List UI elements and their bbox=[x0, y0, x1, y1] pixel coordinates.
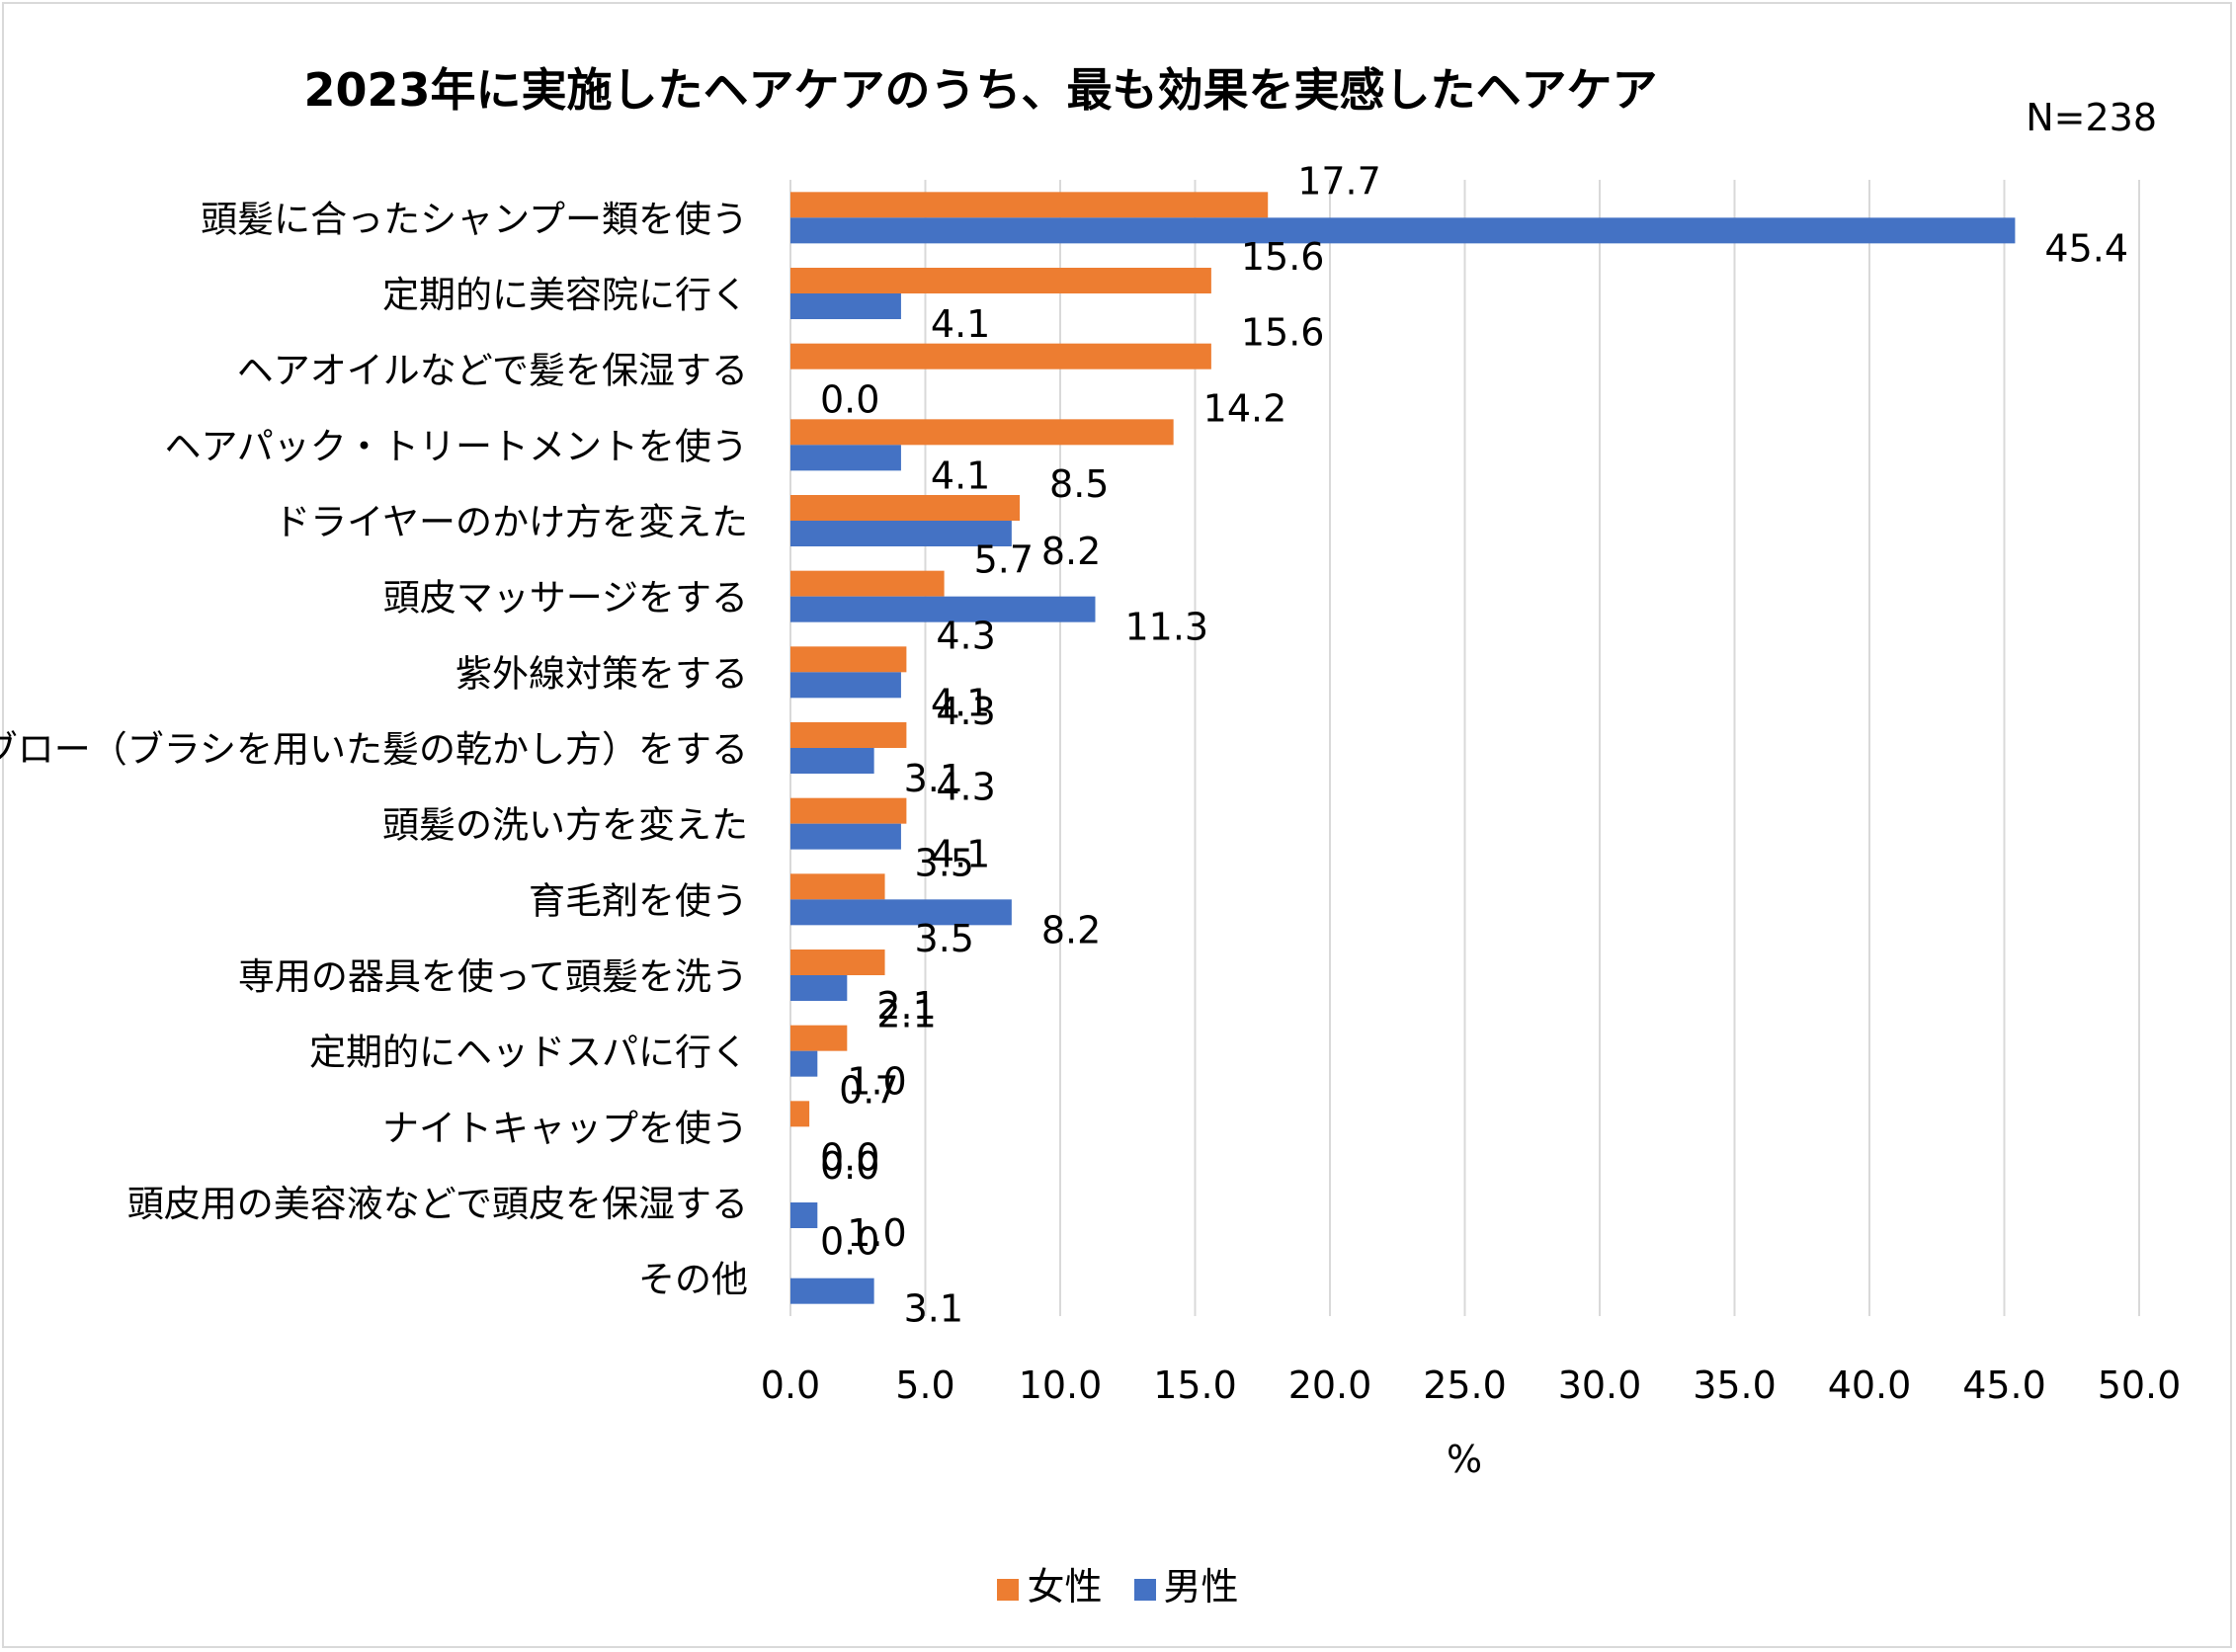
bar-male bbox=[790, 1050, 818, 1077]
data-labels: 17.745.415.64.1 15.60.0 14.24.1 8.58.25.711… bbox=[820, 159, 2128, 1330]
data-label-male: 8.2 bbox=[1041, 908, 1101, 951]
bar-male bbox=[790, 596, 1096, 622]
category-label: ナイトキャップを使う bbox=[382, 1107, 748, 1149]
bar-female bbox=[790, 797, 907, 824]
bar-female bbox=[790, 268, 1211, 293]
bar-male bbox=[790, 975, 848, 1001]
data-label-female: 17.7 bbox=[1297, 159, 1381, 203]
category-label: 頭髪の洗い方を変えた bbox=[382, 804, 748, 847]
category-label: ヘアパック・トリートメントを使う bbox=[164, 425, 748, 467]
bar-female bbox=[790, 495, 1021, 521]
legend-swatch-female bbox=[997, 1578, 1020, 1601]
category-label: 育毛剤を使う bbox=[529, 879, 748, 922]
bar-female bbox=[790, 722, 907, 748]
bar-female bbox=[790, 1025, 848, 1051]
data-label-female: 0.7 bbox=[839, 1068, 898, 1112]
data-label-female: 8.5 bbox=[1049, 462, 1109, 506]
category-label: 専用の器具を使って頭髪を洗う bbox=[238, 955, 748, 998]
data-label-female: 14.2 bbox=[1203, 386, 1287, 430]
bar-male bbox=[790, 672, 901, 699]
x-tick-label: 0.0 bbox=[761, 1363, 820, 1407]
bar-female bbox=[790, 192, 1269, 218]
bar-male bbox=[790, 899, 1012, 926]
category-labels: 頭髪に合ったシャンプー類を使う定期的に美容院に行くヘアオイルなどで髪を保湿するヘ… bbox=[0, 198, 748, 1300]
bar-female bbox=[790, 646, 907, 673]
bar-male bbox=[790, 293, 901, 319]
data-label-male: 0.0 bbox=[820, 1135, 879, 1179]
data-label-male: 0.0 bbox=[820, 378, 879, 422]
legend-swatch-male bbox=[1133, 1578, 1156, 1601]
category-label: ドライヤーのかけ方を変えた bbox=[274, 501, 748, 543]
data-label-female: 4.3 bbox=[936, 766, 995, 809]
legend-item-female: 女性 bbox=[997, 1556, 1102, 1611]
category-label: ブロー（ブラシを用いた髪の乾かし方）をする bbox=[0, 728, 748, 771]
bar-female bbox=[790, 419, 1174, 446]
bar-male bbox=[790, 217, 2016, 244]
x-tick-label: 35.0 bbox=[1693, 1363, 1777, 1407]
bar-male bbox=[790, 1278, 874, 1304]
bar-female bbox=[790, 950, 885, 975]
data-label-male: 3.1 bbox=[904, 757, 963, 800]
bar-male bbox=[790, 748, 874, 774]
data-label-male: 45.4 bbox=[2044, 226, 2128, 270]
legend-item-male: 男性 bbox=[1133, 1556, 1239, 1611]
data-label-female: 0.0 bbox=[820, 1220, 879, 1264]
category-label: ヘアオイルなどで髪を保湿する bbox=[237, 350, 748, 392]
category-label: 定期的に美容院に行く bbox=[382, 274, 748, 316]
x-tick-label: 20.0 bbox=[1288, 1363, 1372, 1407]
data-label-male: 2.1 bbox=[876, 984, 936, 1028]
x-tick-label: 50.0 bbox=[2098, 1363, 2182, 1407]
bars bbox=[790, 192, 2016, 1304]
bar-male bbox=[790, 823, 901, 850]
bar-female bbox=[790, 1101, 810, 1127]
data-label-female: 5.7 bbox=[974, 538, 1034, 582]
bar-female bbox=[790, 570, 945, 597]
category-label: 定期的にヘッドスパに行く bbox=[309, 1032, 748, 1074]
chart-title: 2023年に実施したヘアケアのうち、最も効果を実感したヘアケア bbox=[303, 63, 1658, 117]
category-label: その他 bbox=[638, 1259, 748, 1301]
data-label-male: 11.3 bbox=[1124, 606, 1208, 649]
data-label-male: 4.1 bbox=[931, 833, 990, 876]
data-label-male: 4.1 bbox=[931, 302, 990, 346]
data-label-female: 2.1 bbox=[876, 993, 936, 1036]
x-tick-label: 25.0 bbox=[1423, 1363, 1507, 1407]
data-label-female: 4.3 bbox=[936, 690, 995, 733]
x-tick-label: 5.0 bbox=[895, 1363, 954, 1407]
data-label-female: 4.3 bbox=[936, 614, 995, 657]
legend-label-female: 女性 bbox=[1027, 1565, 1103, 1609]
x-tick-label: 40.0 bbox=[1828, 1363, 1912, 1407]
data-label-female: 3.5 bbox=[915, 841, 974, 884]
data-label-male: 4.1 bbox=[931, 454, 990, 497]
data-label-male: 4.1 bbox=[931, 681, 990, 724]
bar-female bbox=[790, 343, 1211, 370]
category-label: 頭皮マッサージをする bbox=[383, 577, 748, 620]
bar-female bbox=[790, 873, 885, 900]
data-label-male: 1.0 bbox=[847, 1060, 906, 1104]
bar-male bbox=[790, 445, 901, 471]
category-label: 紫外線対策をする bbox=[455, 652, 748, 695]
x-tick-label: 30.0 bbox=[1558, 1363, 1642, 1407]
sample-size-label: N=238 bbox=[2026, 96, 2157, 139]
legend: 女性 男性 bbox=[0, 1556, 2236, 1611]
bar-male bbox=[790, 521, 1012, 546]
data-label-female: 15.6 bbox=[1241, 235, 1325, 279]
bar-male bbox=[790, 1202, 818, 1228]
data-label-female: 15.6 bbox=[1241, 311, 1325, 355]
x-tick-label: 10.0 bbox=[1019, 1363, 1103, 1407]
legend-label-male: 男性 bbox=[1163, 1565, 1239, 1609]
x-tick-label: 45.0 bbox=[1962, 1363, 2046, 1407]
data-label-male: 8.2 bbox=[1041, 530, 1101, 573]
x-tick-labels: 0.0 5.0 10.0 15.0 20.0 25.0 30.0 35.0 40.0 45.0 50… bbox=[761, 1363, 2182, 1407]
data-label-male: 3.1 bbox=[904, 1287, 963, 1331]
category-label: 頭髪に合ったシャンプー類を使う bbox=[201, 198, 748, 240]
data-label-female: 0.0 bbox=[820, 1144, 879, 1188]
category-label: 頭皮用の美容液などで頭皮を保湿する bbox=[127, 1183, 748, 1225]
x-axis-label: % bbox=[1447, 1438, 1482, 1481]
x-tick-label: 15.0 bbox=[1153, 1363, 1237, 1407]
data-label-male: 1.0 bbox=[847, 1211, 906, 1255]
data-label-female: 3.5 bbox=[915, 917, 974, 960]
